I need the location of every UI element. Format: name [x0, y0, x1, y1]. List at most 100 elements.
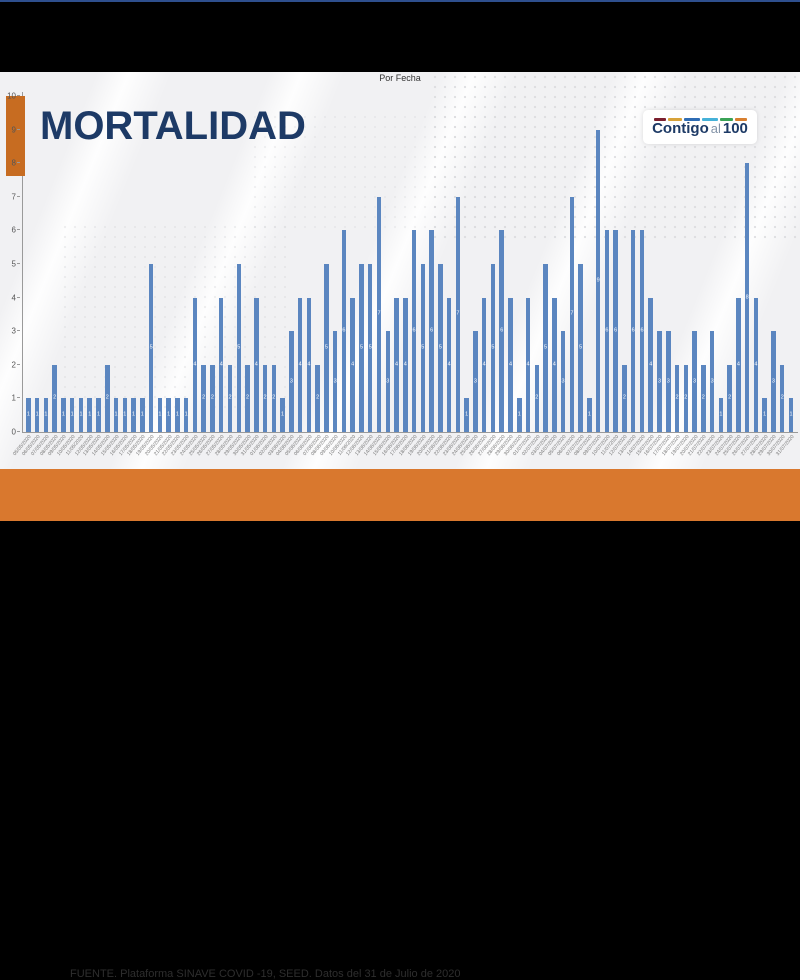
y-tick-mark	[17, 95, 20, 96]
bar-slot: 3 05/07/2020	[547, 96, 568, 457]
orange-accent-square	[6, 96, 25, 176]
bar-slot: 1 13/05/2020	[82, 96, 103, 457]
bar-value-label: 2	[228, 394, 232, 401]
bar-slot: 6 28/06/2020	[486, 96, 506, 457]
bar-value-label: 4	[254, 361, 258, 368]
bar: 6	[639, 230, 645, 432]
bar: 6	[604, 230, 610, 432]
bar-slot: 1 07/05/2020	[30, 96, 51, 457]
bar: 2	[262, 364, 268, 432]
bar-value-label: 6	[614, 327, 618, 334]
bar-value-label: 6	[412, 327, 416, 334]
bar-value-label: 1	[140, 411, 144, 418]
bar: 5	[543, 264, 548, 432]
bar-slot: 2 30/07/2020	[766, 96, 787, 457]
bar-value-label: 4	[552, 361, 556, 368]
bar-value-label: 5	[149, 344, 153, 351]
y-tick-mark	[17, 296, 20, 298]
bar: 2	[727, 364, 732, 432]
bar-slot: 2 28/05/2020	[214, 96, 235, 457]
y-tick-mark	[17, 263, 20, 264]
bar: 1	[718, 398, 724, 432]
bar-slot: 1 20/05/2020	[144, 96, 164, 457]
bar-value-label: 4	[736, 361, 740, 368]
bar-slot: 4 15/07/2020	[635, 96, 655, 457]
bar-slot: 3 15/06/2020	[372, 96, 392, 457]
bar-value-label: 2	[316, 394, 320, 401]
bar: 1	[788, 398, 794, 432]
y-tick-mark	[17, 397, 20, 399]
y-axis-line	[22, 92, 23, 433]
bar: 1	[175, 398, 180, 432]
bar-value-label: 5	[237, 344, 241, 351]
bar: 2	[210, 364, 215, 432]
y-tick-label: 8	[11, 158, 16, 168]
bar-slot: 4 16/06/2020	[380, 96, 401, 457]
bar: 1	[140, 398, 145, 432]
bar: 4	[736, 297, 741, 432]
bar-slot: 2 02/07/2020	[521, 96, 541, 457]
bar-slot: 8 26/07/2020	[731, 96, 752, 457]
bar-slot: 4 04/07/2020	[538, 96, 559, 457]
bar-value-label: 2	[245, 394, 250, 401]
bar-value-label: 1	[79, 411, 83, 418]
bar-value-label: 3	[666, 377, 670, 384]
bar-slot: 4 27/05/2020	[205, 96, 226, 457]
bar-slot: 3 29/07/2020	[757, 96, 778, 457]
bar-slot: 2 01/06/2020	[249, 96, 270, 457]
bar-slot: 4 25/07/2020	[722, 96, 743, 457]
bar-slot: 5 03/07/2020	[529, 96, 550, 457]
bar-value-label: 1	[587, 411, 591, 418]
y-tick-mark	[17, 229, 20, 231]
bar: 2	[315, 364, 320, 432]
bar-slot: 1 23/05/2020	[170, 96, 191, 457]
bar-slot: 1 24/06/2020	[451, 96, 471, 457]
bar: 1	[587, 398, 592, 432]
bar-value-label: 1	[158, 411, 162, 418]
bar-value-label: 2	[202, 394, 206, 401]
bar-slot: 1 18/05/2020	[126, 96, 147, 457]
bar-value-label: 4	[403, 361, 407, 368]
bar-value-label: 1	[167, 411, 171, 418]
bar: 9	[595, 129, 601, 432]
bar-value-label: 9	[596, 277, 600, 284]
bar-slot: 4 17/06/2020	[389, 96, 410, 457]
bar-slot: 2 08/05/2020	[39, 96, 59, 457]
bar-slot: 4 01/07/2020	[512, 96, 533, 457]
bar: 1	[96, 398, 101, 432]
bar: 7	[455, 196, 461, 432]
bar-slot: 5 29/05/2020	[223, 96, 243, 457]
bar-value-label: 3	[710, 377, 714, 384]
bar: 1	[26, 398, 31, 432]
bar: 4	[648, 297, 653, 432]
bar-value-label: 4	[526, 361, 530, 368]
bar-slot: 5 19/05/2020	[135, 96, 156, 457]
bar-value-label: 2	[53, 394, 57, 401]
bar: 4	[481, 297, 487, 432]
y-tick-label: 4	[11, 293, 16, 303]
bar-slot: 1 10/05/2020	[56, 96, 77, 457]
bar-value-label: 5	[438, 344, 442, 351]
bar-slot: 2 21/07/2020	[687, 96, 708, 457]
bar: 2	[674, 364, 680, 432]
bar: 3	[771, 331, 776, 432]
bar-slot: 1 21/05/2020	[153, 96, 173, 457]
bar-slot: 2 12/07/2020	[608, 96, 629, 457]
contigo-al-100-logo: Contigo al 100	[643, 110, 757, 144]
bar: 5	[438, 264, 443, 432]
bar: 1	[517, 398, 522, 432]
bar: 4	[306, 297, 312, 432]
bar-slot: 6 10/07/2020	[591, 96, 612, 457]
bar-value-label: 3	[289, 377, 293, 384]
bar-value-label: 4	[482, 361, 486, 368]
bar-value-label: 2	[728, 394, 732, 401]
y-tick-label: 0	[11, 427, 16, 437]
bar: 2	[534, 364, 540, 432]
letterbox-bottom	[0, 521, 800, 600]
bar-slot: 2 14/05/2020	[91, 96, 112, 457]
bar-value-label: 2	[780, 394, 784, 401]
bar-slot: 2 25/05/2020	[188, 96, 208, 457]
bar: 5	[236, 264, 241, 432]
bar-slot: 4 22/06/2020	[433, 96, 454, 457]
bar-slot: 6 20/06/2020	[416, 96, 436, 457]
